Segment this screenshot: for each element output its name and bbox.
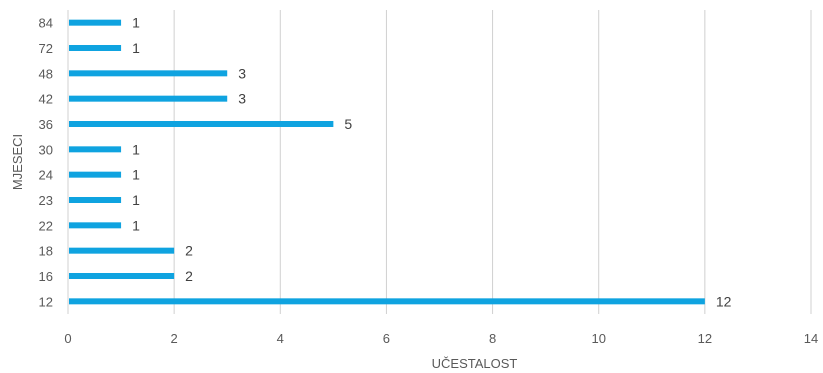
x-tick-label: 6 [383,331,390,346]
y-tick-label: 36 [39,117,53,132]
y-axis-title: MJESECI [10,134,25,190]
bar [69,171,122,178]
x-tick-label: 2 [171,331,178,346]
data-label: 1 [132,40,140,56]
bar [69,197,122,203]
x-tick-label: 8 [489,331,496,346]
bar [69,298,705,305]
y-tick-label: 24 [39,168,53,183]
bar [69,45,122,51]
bar [69,121,334,127]
y-tick-label: 42 [39,92,53,107]
data-label: 1 [132,167,140,183]
x-tick-label: 4 [277,331,284,346]
y-tick-label: 23 [39,193,53,208]
bar [69,273,175,279]
y-tick-label: 84 [39,16,53,31]
x-tick-label: 0 [64,331,71,346]
gridlines [67,10,812,314]
data-label: 3 [238,65,246,81]
x-tick-labels: 0 2 4 6 8 10 12 14 [64,331,818,346]
y-tick-label: 30 [39,142,53,157]
data-label: 1 [132,141,140,157]
data-label: 3 [238,91,246,107]
y-tick-label: 72 [39,41,53,56]
data-label: 2 [185,243,193,259]
bar [69,19,122,26]
y-tick-label: 48 [39,66,53,81]
bar [69,247,175,254]
y-tick-label: 18 [39,244,53,259]
data-label: 2 [185,268,193,284]
data-label: 1 [132,192,140,208]
y-tick-label: 22 [39,218,53,233]
x-tick-label: 10 [591,331,605,346]
data-label: 1 [132,217,140,233]
data-label: 1 [132,15,140,31]
bar [69,95,228,102]
bar [69,70,228,77]
y-tick-label: 16 [39,269,53,284]
bar [69,222,122,229]
x-tick-label: 12 [698,331,712,346]
bars [69,19,705,305]
y-tick-label: 12 [39,294,53,309]
bar [69,146,122,153]
data-label: 12 [716,293,732,309]
x-tick-label: 14 [804,331,818,346]
x-axis-title: UČESTALOST [432,356,518,371]
y-tick-labels: 84 72 48 42 36 30 24 23 22 18 16 12 [39,16,53,310]
data-label: 5 [344,116,352,132]
